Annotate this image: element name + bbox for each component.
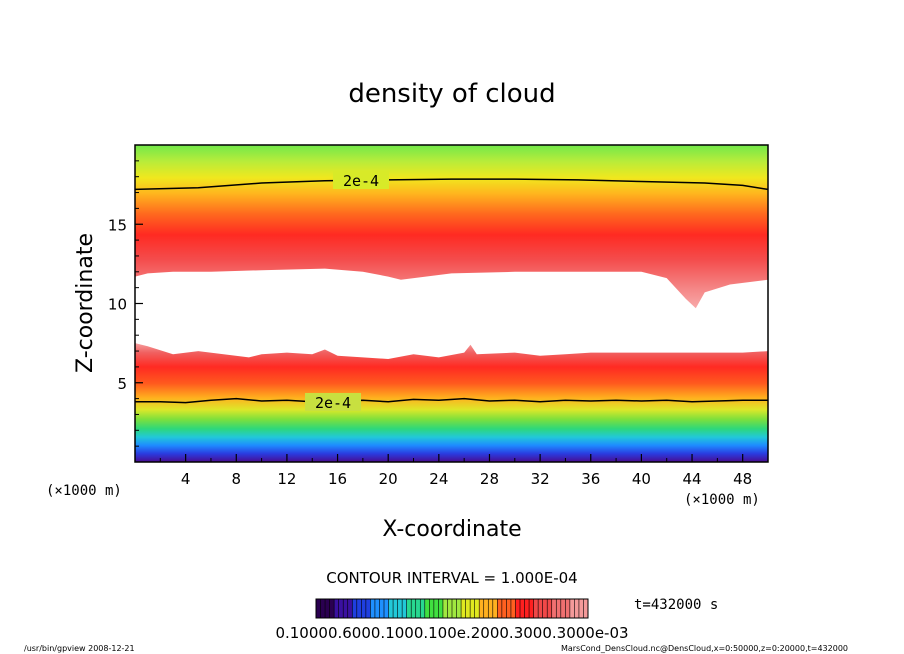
colorbar-swatch [361,599,367,618]
colorbar-swatch [329,599,335,618]
colorbar-swatch [424,599,430,618]
colorbar-swatch [447,599,453,618]
plot-area [135,145,768,462]
colorbar-swatch [483,599,489,618]
colorbar-swatch [356,599,362,618]
x-tick-label: 12 [277,470,296,488]
colorbar-swatch [384,599,389,618]
footer-left: /usr/bin/gpview 2008-12-21 [24,644,135,653]
x-tick-label: 4 [181,470,191,488]
x-tick-label: 36 [581,470,600,488]
colorbar-swatch [411,599,417,618]
colorbar-swatch [442,599,448,618]
upper-contour-label: 2e-4 [343,172,379,190]
y-tick-label: 15 [108,216,127,234]
colorbar-swatch [343,599,349,618]
colorbar-swatch [352,599,358,618]
colorbar-swatch [429,599,435,618]
colorbar-swatch [510,599,516,618]
colorbar-swatch [492,599,498,618]
colorbar-swatch [465,599,471,618]
lower-contour-line [135,397,768,404]
colorbar-swatch [406,599,412,618]
colorbar-swatch [501,599,507,618]
x-tick-label: 32 [531,470,550,488]
footer-right: MarsCond_DensCloud.nc@DensCloud,x=0:5000… [561,644,848,653]
colorbar-swatch [415,599,421,618]
colorbar-swatch [529,599,534,618]
colorbar-swatch [578,599,584,618]
colorbar-swatch [470,599,475,618]
y-tick-label: 5 [117,375,127,393]
colorbar-swatch [506,599,512,618]
colorbar [316,599,589,618]
x-tick-label: 48 [733,470,752,488]
colorbar-tick-labels: 0.10000.6000.1000.100e.2000.3000.3000e-0… [275,624,628,642]
colorbar-swatch [365,599,371,618]
colorbar-swatch [393,599,398,618]
colorbar-swatch [338,599,344,618]
colorbar-swatch [479,599,485,618]
colorbar-swatch [316,599,321,618]
colorbar-swatch [320,599,326,618]
colorbar-swatch [370,599,376,618]
colorbar-frame [315,598,589,619]
y-axis: 5 10 15 [108,160,143,447]
colorbar-swatch [583,599,589,618]
colorbar-swatch [452,599,457,618]
contour-interval-label: CONTOUR INTERVAL = 1.000E-04 [326,569,577,587]
chart-title: density of cloud [348,79,555,109]
x-tick-label: 44 [682,470,701,488]
colorbar-swatch [433,599,439,618]
colorbar-swatch [420,599,426,618]
x-tick-label: 16 [328,470,347,488]
x-axis: 4 8 12 16 20 24 28 32 36 40 44 48 [159,454,752,488]
colorbar-swatch [556,599,562,618]
lower-contour-label: 2e-4 [315,394,351,412]
colorbar-swatch [374,599,380,618]
colorbar-swatch [334,599,339,618]
colorbar-swatch [325,599,330,618]
colorbar-swatch [538,599,543,618]
colorbar-swatch [551,599,557,618]
colorbar-swatch [388,599,394,618]
colorbar-swatch [542,599,548,618]
x-unit-right: (×1000 m) [684,492,760,508]
upper-cloud-layer [135,145,768,309]
colorbar-swatch [488,599,494,618]
colorbar-swatch [456,599,462,618]
colorbar-swatch [524,599,530,618]
colorbar-swatch [438,599,444,618]
time-label: t=432000 s [634,597,718,613]
x-axis-label: X-coordinate [382,517,521,542]
x-tick-label: 24 [429,470,448,488]
colorbar-swatch [560,599,566,618]
upper-contour-label-bg [333,171,389,189]
colorbar-swatch [515,599,521,618]
x-tick-label: 28 [480,470,499,488]
colorbar-swatch [520,599,525,618]
lower-contour-label-bg [305,393,361,411]
colorbar-swatch [569,599,575,618]
colorbar-swatch [397,599,403,618]
colorbar-swatch [497,599,503,618]
colorbar-swatch [547,599,553,618]
x-tick-label: 8 [232,470,242,488]
x-tick-label: 40 [632,470,651,488]
colorbar-swatch [347,599,353,618]
y-tick-label: 10 [108,296,127,314]
colorbar-swatch [474,599,480,618]
y-axis-label: Z-coordinate [73,233,98,373]
lower-cloud-layer [135,343,768,462]
colorbar-swatch [565,599,571,618]
x-tick-label: 20 [379,470,398,488]
colorbar-swatch [461,599,466,618]
colorbar-swatch [533,599,539,618]
upper-contour-line [135,178,768,191]
colorbar-swatch [574,599,580,618]
colorbar-swatch [379,599,385,618]
x-unit-left: (×1000 m) [46,483,122,499]
colorbar-swatch [402,599,407,618]
